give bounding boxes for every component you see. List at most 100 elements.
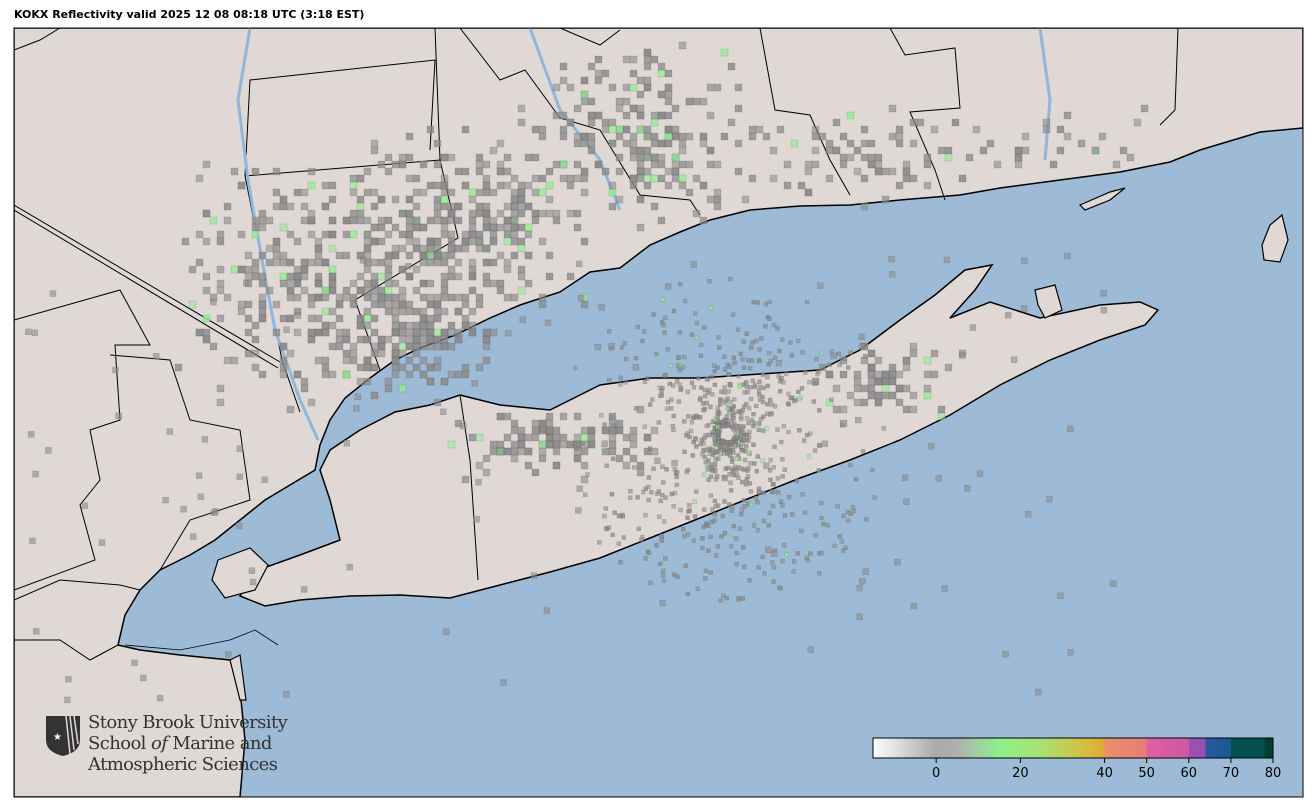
radar-pixel (440, 230, 449, 239)
radar-pixel (412, 244, 421, 253)
radar-pixel (633, 406, 639, 411)
radar-pixel (698, 342, 704, 347)
radar-pixel (791, 569, 796, 574)
radar-pixel (728, 399, 733, 405)
radar-pixel (755, 454, 760, 459)
radar-pixel (797, 428, 802, 433)
radar-pixel (503, 153, 512, 162)
radar-pixel (447, 440, 456, 449)
radar-pixel (706, 195, 715, 204)
radar-pixel (489, 188, 498, 197)
radar-pixel (616, 541, 622, 546)
radar-pixel (757, 358, 762, 364)
radar-pixel (349, 293, 358, 302)
radar-pixel (817, 571, 822, 576)
radar-pixel (867, 384, 876, 393)
radar-pixel (531, 419, 540, 428)
radar-pixel (730, 459, 735, 464)
radar-pixel (704, 423, 709, 429)
radar-pixel (683, 298, 688, 304)
radar-pixel (601, 118, 610, 127)
radar-pixel (307, 398, 316, 407)
radar-pixel (433, 293, 442, 302)
radar-pixel (795, 338, 801, 344)
radar-pixel (772, 444, 777, 450)
radar-pixel (447, 265, 456, 274)
radar-pixel (659, 533, 664, 538)
radar-pixel (909, 342, 918, 351)
radar-pixel (349, 174, 358, 183)
radar-pixel (712, 450, 717, 455)
radar-pixel (712, 363, 717, 368)
radar-pixel (657, 160, 666, 169)
radar-pixel (489, 258, 498, 267)
radar-pixel (496, 251, 505, 260)
radar-pixel (730, 469, 736, 474)
radar-pixel (433, 237, 442, 246)
radar-pixel (468, 258, 477, 267)
radar-pixel (859, 578, 866, 585)
radar-pixel (646, 475, 652, 480)
radar-pixel (636, 153, 645, 162)
radar-pixel (916, 118, 925, 127)
radar-pixel (707, 387, 712, 393)
radar-pixel (419, 342, 428, 351)
radar-pixel (941, 585, 948, 592)
radar-pixel (751, 423, 756, 429)
radar-pixel (791, 559, 797, 564)
radar-pixel (659, 388, 664, 394)
radar-pixel (1100, 306, 1108, 314)
colorbar-tick-label: 20 (1012, 766, 1029, 781)
radar-pixel (757, 379, 762, 384)
radar-pixel (909, 349, 918, 358)
radar-pixel (475, 160, 484, 169)
radar-pixel (748, 174, 757, 183)
radar-pixel (349, 209, 358, 218)
radar-pixel (608, 139, 617, 148)
radar-pixel (659, 538, 664, 543)
radar-pixel (566, 174, 575, 183)
radar-pixel (698, 441, 703, 447)
radar-pixel (496, 440, 505, 449)
radar-pixel (650, 426, 659, 435)
radar-pixel (419, 356, 428, 365)
radar-pixel (681, 354, 687, 360)
radar-pixel (728, 480, 733, 485)
radar-pixel (602, 422, 607, 427)
radar-pixel (140, 674, 147, 682)
radar-pixel (594, 160, 603, 169)
radar-pixel (349, 188, 358, 197)
radar-pixel (862, 568, 869, 575)
radar-pixel (867, 153, 876, 162)
radar-pixel (1002, 650, 1009, 658)
radar-pixel (349, 342, 358, 351)
radar-pixel (574, 446, 580, 451)
radar-pixel (33, 628, 40, 635)
radar-pixel (742, 564, 747, 570)
radar-pixel (293, 237, 302, 246)
radar-pixel (665, 347, 670, 352)
radar-pixel (328, 307, 337, 316)
radar-pixel (695, 586, 701, 591)
radar-pixel (775, 476, 781, 481)
radar-pixel (761, 428, 766, 433)
radar-pixel (225, 651, 232, 658)
radar-pixel (566, 83, 575, 92)
radar-pixel (314, 258, 323, 267)
radar-pixel (781, 543, 787, 548)
radar-pixel (447, 342, 456, 351)
radar-pixel (489, 440, 498, 449)
radar-pixel (670, 423, 676, 429)
radar-pixel (807, 379, 812, 385)
radar-pixel (724, 414, 729, 419)
radar-pixel (709, 519, 715, 525)
radar-pixel (661, 322, 666, 328)
radar-pixel (195, 258, 204, 267)
radar-pixel (398, 321, 407, 330)
radar-pixel (643, 146, 652, 155)
radar-pixel (986, 139, 995, 148)
radar-pixel (700, 545, 705, 551)
radar-pixel (482, 335, 491, 344)
radar-pixel (748, 345, 754, 350)
radar-pixel (782, 513, 788, 518)
